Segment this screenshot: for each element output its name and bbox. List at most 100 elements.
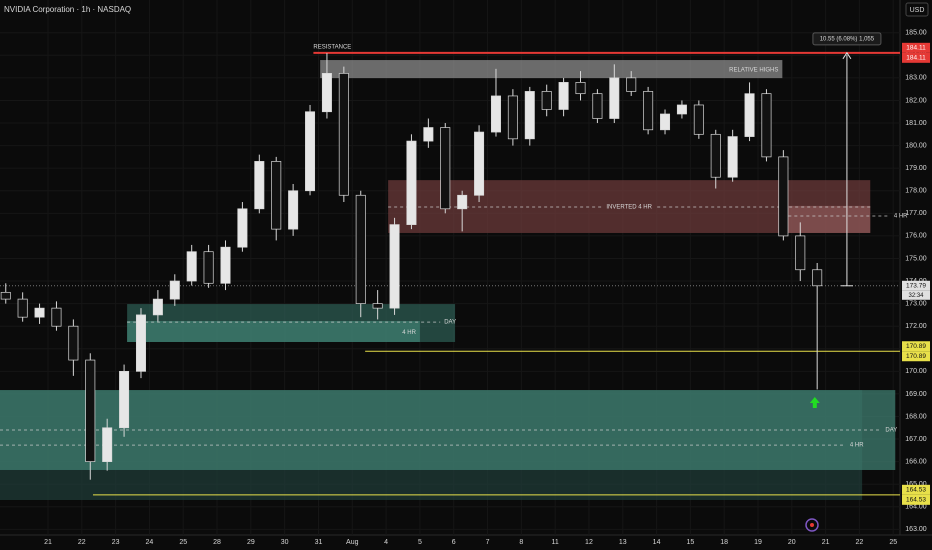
zone-label: RELATIVE HIGHS [729, 68, 778, 74]
price-tag [902, 341, 930, 352]
x-tick-label: 24 [146, 539, 154, 546]
x-tick-label: 12 [585, 539, 593, 546]
x-tick-label: 29 [247, 539, 255, 546]
y-tick-label: 170.00 [905, 368, 927, 375]
candle-body [778, 156, 789, 237]
x-tick-label: 25 [179, 539, 187, 546]
price-tag-label: 170.89 [906, 343, 926, 350]
price-tag-label: 164.53 [906, 487, 926, 494]
price-tag-label: 164.53 [906, 497, 926, 504]
x-tick-label: 21 [44, 539, 52, 546]
currency: USD [910, 7, 925, 14]
candle-body [237, 208, 248, 248]
candle-body [660, 113, 671, 131]
candle-body [609, 77, 620, 119]
candle-body [490, 95, 501, 133]
candle-body [457, 194, 468, 210]
y-tick-label: 164.00 [905, 504, 927, 511]
x-tick-label: 15 [686, 539, 694, 546]
candle-body [288, 190, 299, 230]
candle-body [372, 303, 383, 309]
x-tick-label: 19 [754, 539, 762, 546]
y-tick-label: 178.00 [905, 188, 927, 195]
candle-body [186, 251, 197, 282]
price-tag [902, 494, 930, 505]
zone-line-label: DAY [885, 428, 897, 434]
candle-body [626, 77, 637, 92]
candle-body [812, 269, 823, 287]
zone-line-label: 4 HR [850, 443, 864, 449]
x-tick-label: 22 [78, 539, 86, 546]
y-tick-label: 181.00 [905, 120, 927, 127]
candle-body [305, 111, 316, 192]
candle-body [17, 298, 28, 318]
x-tick-label: 25 [889, 539, 897, 546]
candle-body [710, 133, 721, 178]
zone-line-label: 4 HR [894, 214, 908, 220]
candle-body [761, 93, 772, 158]
x-tick-label: 13 [619, 539, 627, 546]
y-tick-label: 182.00 [905, 97, 927, 104]
candle-body [676, 104, 687, 115]
x-tick-label: 23 [112, 539, 120, 546]
y-tick-label: 173.00 [905, 300, 927, 307]
candle-body [119, 370, 130, 429]
zone [320, 60, 783, 79]
candle-body [440, 127, 451, 210]
price-tag [902, 484, 930, 495]
y-tick-label: 169.00 [905, 391, 927, 398]
candle-body [321, 73, 332, 113]
logo [805, 518, 819, 532]
y-tick-label: 176.00 [905, 233, 927, 240]
candle-body [643, 91, 654, 131]
candle-body [744, 93, 755, 137]
x-tick-label: 20 [788, 539, 796, 546]
chart-title: NVIDIA Corporation · 1h · NASDAQ [4, 5, 131, 14]
x-tick-label: 31 [315, 539, 323, 546]
candle-body [152, 298, 163, 316]
candle-body [220, 246, 231, 284]
x-tick-label: 28 [213, 539, 221, 546]
x-tick-label: 4 [384, 539, 388, 546]
y-tick-label: 180.00 [905, 142, 927, 149]
price-tag-label: 170.89 [906, 353, 926, 360]
y-tick-label: 179.00 [905, 165, 927, 172]
x-tick-label: 6 [452, 539, 456, 546]
countdown: 32:34 [908, 293, 924, 299]
y-tick-label: 163.00 [905, 526, 927, 533]
x-tick-label: 11 [552, 539, 559, 546]
price-tag-label: 184.11 [906, 55, 926, 62]
price-tag [902, 42, 930, 53]
price-tag [902, 351, 930, 362]
candle-body [169, 280, 180, 300]
x-tick-label: 14 [653, 539, 661, 546]
candle-body [693, 104, 704, 135]
x-tick-label: 5 [418, 539, 422, 546]
candle-body [524, 91, 535, 140]
candle-body [102, 427, 113, 462]
candle-body [406, 140, 417, 225]
candle-body [34, 307, 45, 318]
candle-body [355, 194, 366, 304]
zone-label: 4 HR [402, 330, 416, 336]
candle-body [795, 235, 806, 271]
currency-box[interactable] [905, 2, 929, 17]
y-tick-label: 172.00 [905, 323, 927, 330]
price-level-label: RESISTANCE [313, 44, 351, 50]
candle-body [575, 82, 586, 95]
x-tick-label: Aug [346, 539, 359, 546]
countdown-tag [902, 290, 930, 300]
candle-body [271, 161, 282, 230]
zone-line-label: DAY [444, 320, 456, 326]
x-tick-label: 18 [720, 539, 728, 546]
candle-body [68, 325, 79, 361]
zone [782, 205, 871, 233]
candle-body [254, 161, 265, 210]
x-tick-label: 7 [486, 539, 490, 546]
y-tick-label: 185.00 [905, 30, 927, 37]
candle-body [389, 224, 400, 309]
signal-arrow [809, 396, 820, 408]
candle-body [135, 314, 146, 372]
